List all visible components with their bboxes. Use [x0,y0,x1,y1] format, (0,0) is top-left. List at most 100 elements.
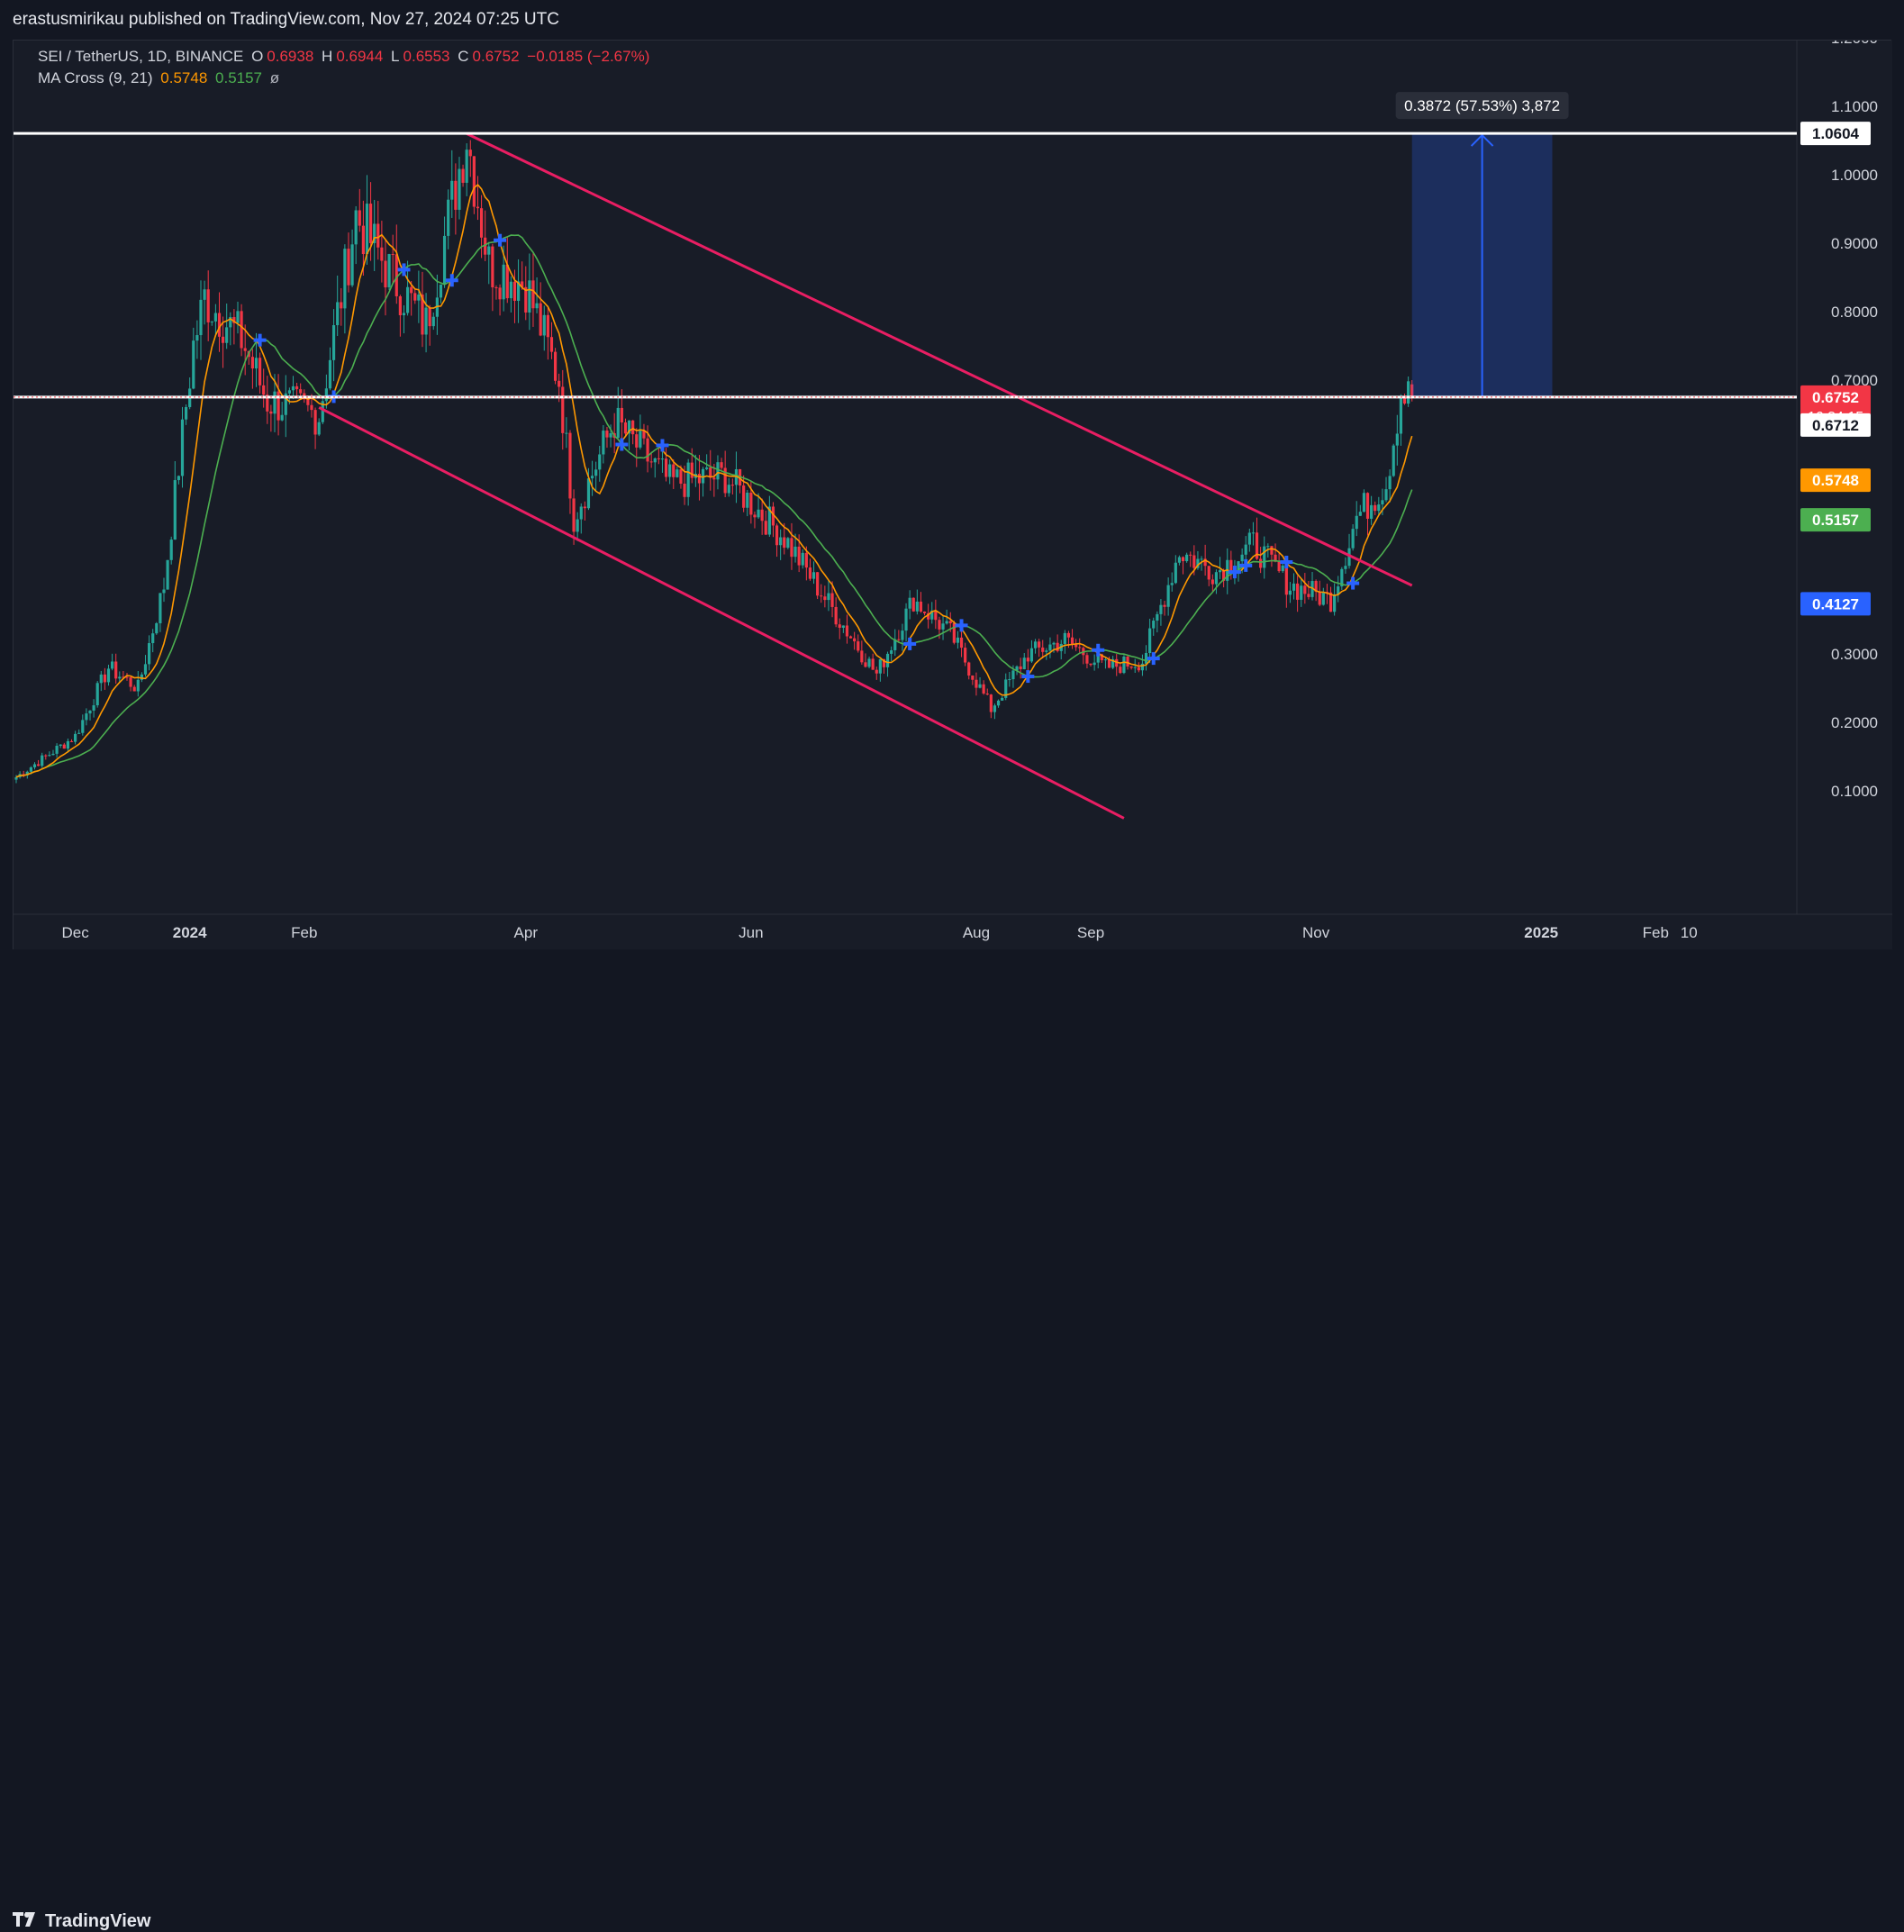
candle-body [746,492,749,508]
candle-body [753,514,757,518]
candle-body [280,414,284,421]
candle-body [48,755,51,757]
candle-body [919,601,923,612]
ma-cross-marker [1228,566,1241,579]
tradingview-logo-text: TradingView [45,1911,151,1931]
candle-body [1011,670,1015,680]
x-tick-label: Feb [1643,924,1669,941]
candle-body [742,485,746,508]
candle-body [413,293,417,301]
candle-body [439,284,443,298]
indicator-title[interactable]: MA Cross (9, 21) [38,69,153,86]
candle-body [410,286,413,294]
candle-body [365,204,369,255]
ma-cross-marker-v [959,619,964,632]
candle-body [890,649,893,654]
candle-body [336,302,340,326]
candle-body [672,464,675,477]
candle-body [642,431,646,439]
candle-body [1166,585,1170,607]
candle-body [1237,561,1240,571]
candle-body [22,774,25,776]
ma-cross-marker [1021,670,1035,684]
y-tick-label: 0.3000 [1831,646,1878,663]
candle-body [1321,592,1325,605]
candle-body [830,593,834,607]
candle-body [882,658,886,667]
candle-body [1103,659,1108,661]
candle-body [361,225,365,255]
indicator-visibility-icon[interactable]: ø [269,69,280,86]
candle-body [468,150,472,157]
candle-body [867,658,871,667]
candle-body [1365,493,1370,519]
candle-body [273,391,277,414]
candle-body [221,336,225,343]
ma-cross-marker [1147,652,1160,666]
candle-body [502,264,505,300]
x-tick-label: 2025 [1524,924,1558,941]
candle-body [1318,591,1321,605]
candle-body [162,589,166,594]
candle-body [1029,648,1034,662]
price-label: 0.5748 [1800,468,1871,493]
price-label: 0.4127 [1800,592,1871,616]
candle-body [853,638,857,642]
y-tick-label: 1.1000 [1831,98,1878,115]
candle-body [1070,637,1074,645]
candle-body [159,593,162,623]
candle-body [1259,558,1263,568]
candle-body [635,434,639,448]
y-tick-label: 0.9000 [1831,235,1878,252]
ma-cross-marker-v [498,233,503,247]
chart-pane[interactable]: 0.3872 (57.53%) 3,872 1.2000 1.1000 1.0000 0… [13,40,1892,950]
candle-body [561,386,565,433]
candle-body [816,572,820,596]
x-tick-label: Apr [514,924,539,941]
candle-body [391,254,394,256]
x-tick-label: 2024 [173,924,207,941]
candle-body [989,694,993,712]
candle-body [1008,679,1011,681]
candlestick-chart[interactable]: 0.3872 (57.53%) 3,872 1.2000 1.1000 1.0000 0… [14,41,1892,950]
candle-body [1337,586,1340,594]
candle-body [299,389,303,394]
candle-body [572,498,576,532]
candle-body [1288,590,1292,595]
candle-body [804,552,808,568]
candle-body [1402,397,1407,404]
ma-cross-marker-v [449,274,454,287]
candle-body [1344,566,1347,569]
candle-body [421,295,424,335]
price-label: 0.5157 [1800,508,1871,532]
candle-body [59,744,62,747]
candle-body [380,247,384,261]
symbol-title[interactable]: SEI / TetherUS, 1D, BINANCE [38,48,244,65]
candle-body [848,636,853,639]
open-key: O [251,48,264,65]
footer: TradingView [0,949,1904,1931]
candle-body [354,210,358,245]
candle-body [1244,544,1247,555]
indicator-legend: MA Cross (9, 21) 0.5748 0.5157 ø [38,69,283,87]
candle-body [521,281,524,287]
candle-body [660,458,665,460]
candle-body [51,753,55,756]
candle-body [1284,565,1288,595]
candle-body [1122,656,1126,674]
candle-body [771,506,775,526]
candle-body [1277,561,1281,572]
candle-body [1399,397,1403,434]
tradingview-logo[interactable]: TradingView [13,1909,151,1932]
candle-body [405,286,410,313]
candle-body [206,289,210,322]
candle-body [639,431,642,448]
ma-cross-marker [903,637,917,650]
candle-body [454,180,458,210]
ma-cross-marker-v [660,439,665,452]
candle-body [975,679,978,688]
ma-cross-marker [1346,576,1360,590]
candle-body [820,595,823,597]
candle-body [258,358,262,385]
candle-body [1133,667,1137,668]
